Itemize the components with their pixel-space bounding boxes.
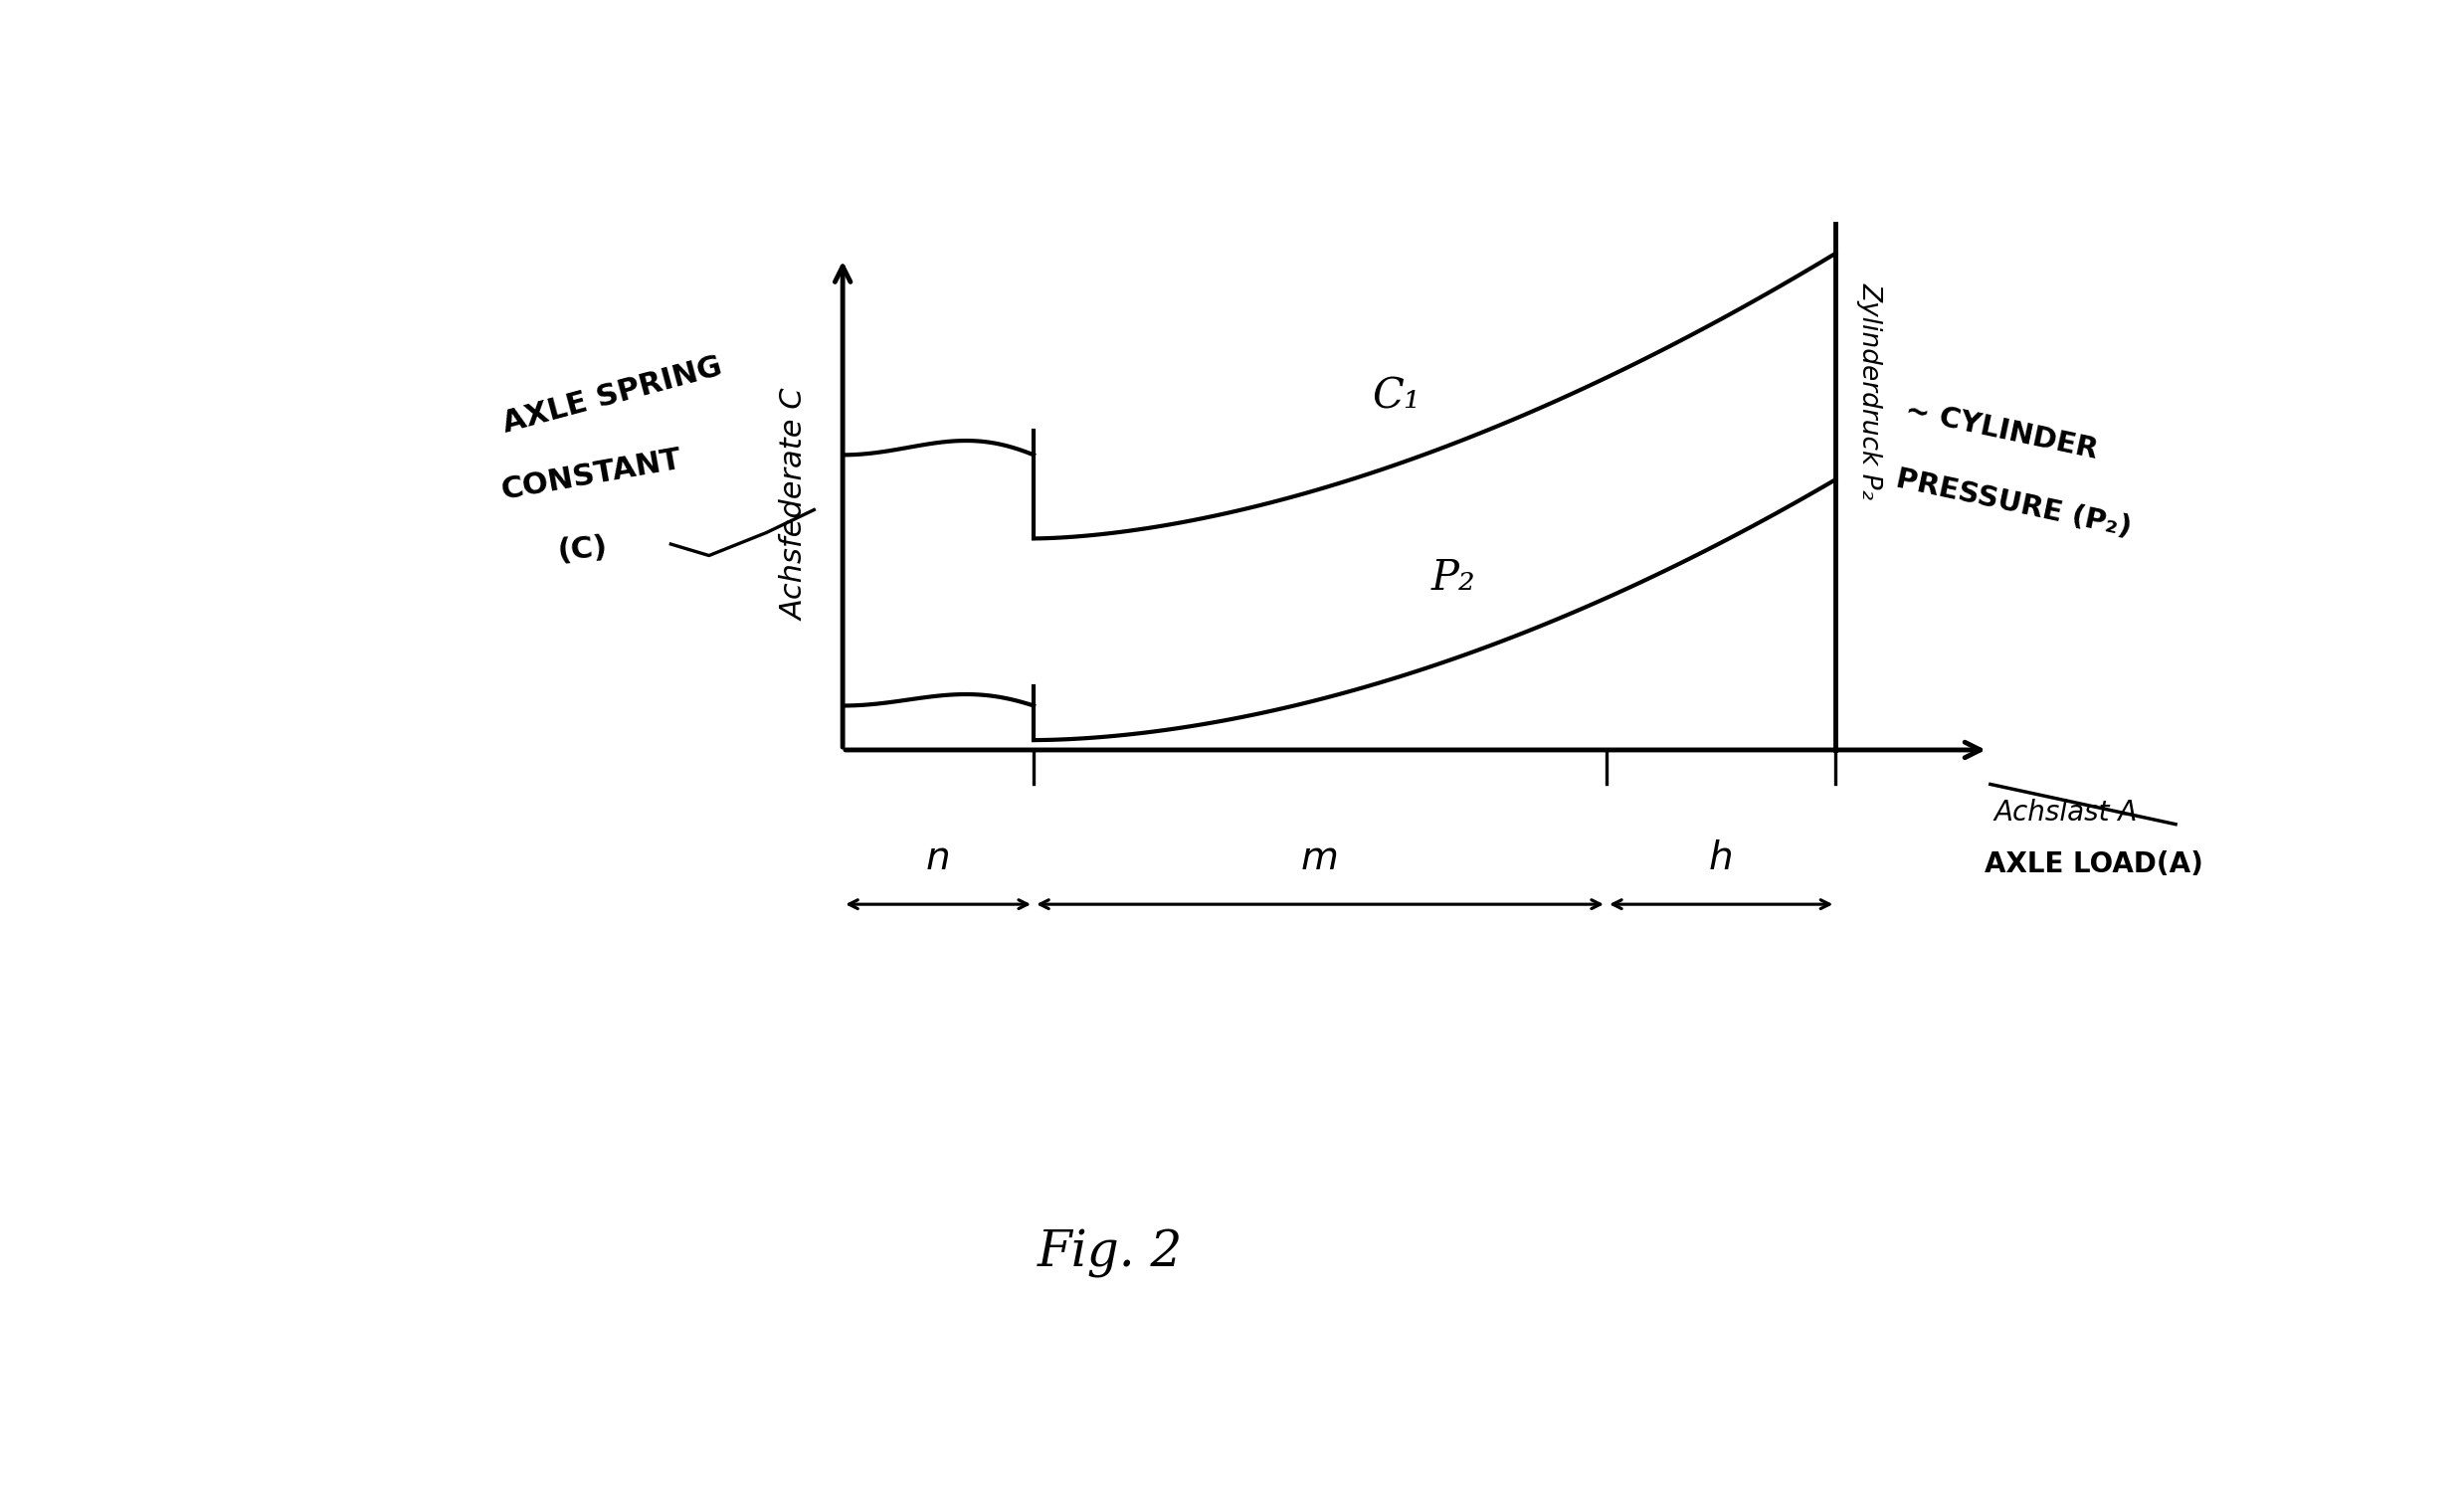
Text: Fig. 2: Fig. 2	[1037, 1228, 1183, 1277]
Text: PRESSURE (P₂): PRESSURE (P₂)	[1892, 465, 2134, 542]
Text: Achslast A: Achslast A	[1993, 799, 2139, 827]
Text: AXLE SPRING: AXLE SPRING	[498, 352, 724, 438]
Text: m: m	[1301, 839, 1338, 878]
Text: ~ CYLINDER: ~ CYLINDER	[1902, 396, 2099, 465]
Text: Zylinderdruck P₂: Zylinderdruck P₂	[1858, 282, 1882, 499]
Text: AXLE LOAD(A): AXLE LOAD(A)	[1984, 851, 2203, 878]
Text: C₁: C₁	[1372, 376, 1422, 417]
Text: CONSTANT: CONSTANT	[498, 445, 685, 505]
Text: Achsfederate C: Achsfederate C	[781, 388, 808, 621]
Text: n: n	[926, 839, 951, 878]
Text: h: h	[1710, 839, 1732, 878]
Text: (C): (C)	[557, 533, 609, 566]
Text: P₂: P₂	[1432, 557, 1476, 598]
